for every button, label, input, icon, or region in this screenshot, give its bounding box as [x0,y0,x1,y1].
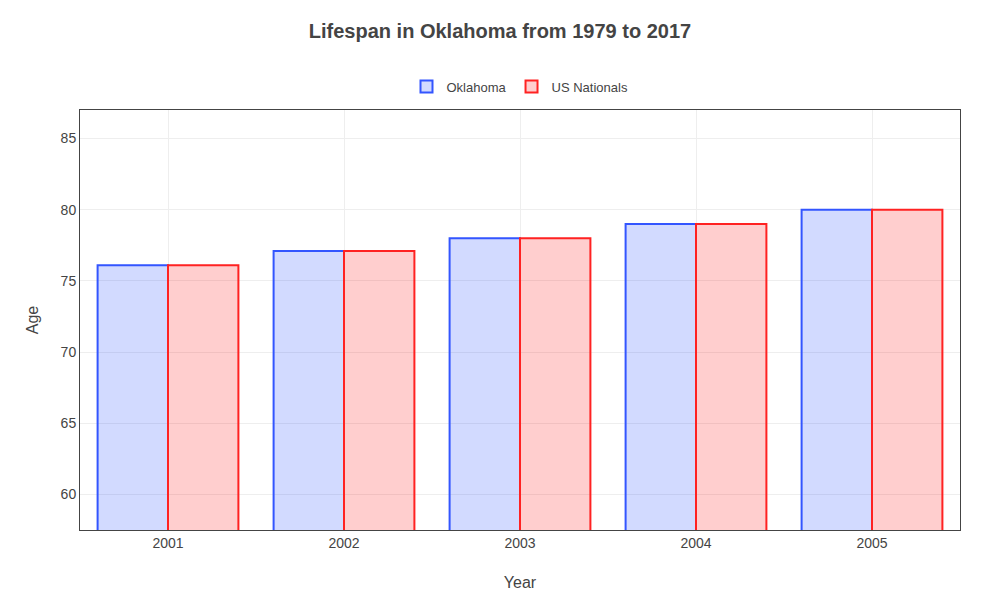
svg-text:60: 60 [61,486,77,502]
svg-text:Age: Age [24,306,41,335]
svg-text:80: 80 [61,202,77,218]
svg-text:2004: 2004 [680,535,711,551]
svg-text:2002: 2002 [328,535,359,551]
svg-text:75: 75 [61,273,77,289]
svg-text:Oklahoma: Oklahoma [447,80,507,95]
svg-text:US Nationals: US Nationals [552,80,628,95]
svg-text:2001: 2001 [152,535,183,551]
svg-text:65: 65 [61,415,77,431]
svg-text:85: 85 [61,130,77,146]
svg-text:2005: 2005 [856,535,887,551]
svg-text:Year: Year [504,574,537,591]
svg-text:2003: 2003 [504,535,535,551]
svg-text:70: 70 [61,344,77,360]
svg-text:Lifespan in Oklahoma from 1979: Lifespan in Oklahoma from 1979 to 2017 [309,20,691,42]
